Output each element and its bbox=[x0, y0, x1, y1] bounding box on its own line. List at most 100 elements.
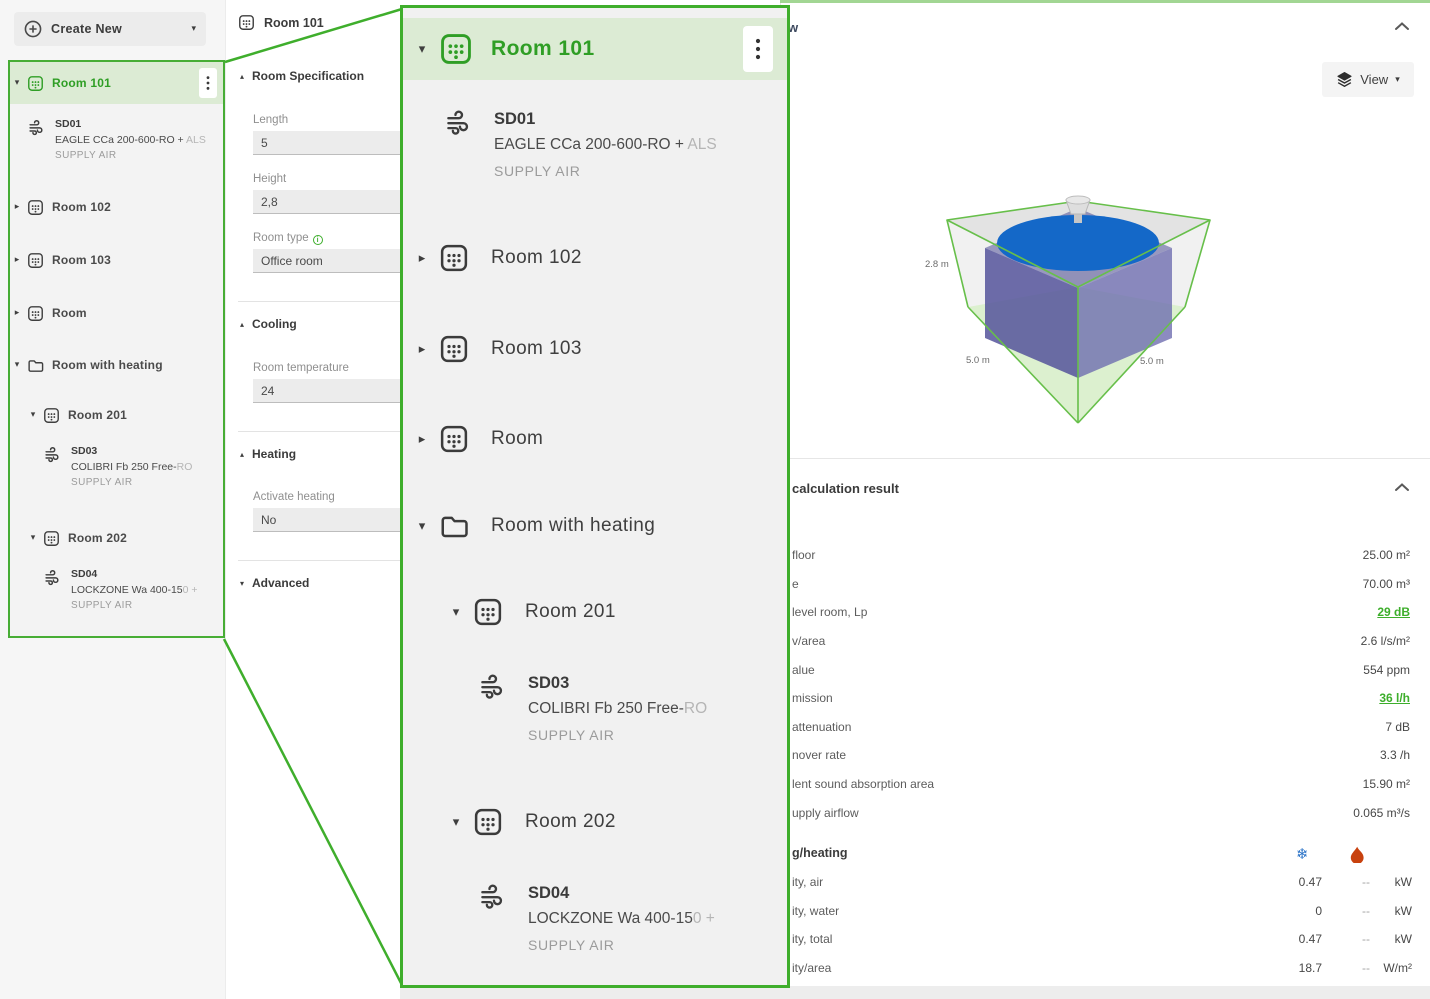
result-row: alue 554 ppm bbox=[792, 663, 1410, 677]
collapse-down-icon: ▾ bbox=[240, 578, 245, 588]
section-room-specification[interactable]: ▴ Room Specification bbox=[240, 69, 365, 83]
tree-item-sd04[interactable]: SD04 LOCKZONE Wa 400-150 + SUPPLY AIR bbox=[10, 567, 239, 614]
expander-down-icon[interactable]: ▾ bbox=[30, 410, 36, 420]
section-separator bbox=[781, 458, 1430, 459]
result-link[interactable]: 29 dB bbox=[1377, 605, 1410, 619]
tree-item-room201[interactable]: ▾ Room 201 bbox=[10, 401, 223, 429]
expander-down-icon[interactable]: ▾ bbox=[14, 360, 20, 370]
dim-height-label: 2.8 m bbox=[925, 259, 949, 270]
diffuser-code: SD04 bbox=[71, 568, 98, 580]
expander-right-icon[interactable]: ▸ bbox=[14, 255, 20, 265]
diffuser-type: SUPPLY AIR bbox=[494, 163, 581, 179]
tree-item-room-with-heating[interactable]: ▾ Room with heating bbox=[10, 351, 223, 379]
activate-heating-input[interactable] bbox=[253, 508, 411, 532]
result-row: upply airflow 0.065 m³/s bbox=[792, 806, 1410, 820]
expander-down-icon[interactable]: ▾ bbox=[452, 814, 460, 830]
cooling-heating-header-fragment: g/heating bbox=[792, 846, 848, 860]
capacity-row: ity/area 18.7 -- W/m² bbox=[792, 961, 1412, 975]
tree-item-room102[interactable]: ▸ Room 102 bbox=[10, 193, 223, 221]
expander-right-icon[interactable]: ▸ bbox=[14, 202, 20, 212]
diffuser-model: LOCKZONE Wa 400-150 + bbox=[71, 583, 198, 596]
section-cooling[interactable]: ▴ Cooling bbox=[240, 317, 297, 331]
tree-item-sd01[interactable]: SD01 EAGLE CCa 200-600-RO + ALS SUPPLY A… bbox=[10, 117, 223, 164]
dim-left-label: 5.0 m bbox=[966, 355, 990, 366]
section-advanced[interactable]: ▾ Advanced bbox=[240, 576, 310, 590]
capacity-row: ity, total 0.47 -- kW bbox=[792, 932, 1412, 946]
tree-item-label: Room 201 bbox=[525, 601, 616, 622]
diffuser-type: SUPPLY AIR bbox=[528, 727, 615, 743]
tree-item-room202[interactable]: ▾ Room 202 bbox=[10, 524, 223, 552]
room-3d-view[interactable]: 2.8 m 5.0 m 5.0 m bbox=[880, 170, 1340, 460]
tree-item-room[interactable]: ▸ Room bbox=[10, 299, 223, 327]
tree-item-sd03-large[interactable]: SD03 COLIBRI Fb 250 Free-RO SUPPLY AIR bbox=[479, 670, 707, 748]
collapse-up-icon: ▴ bbox=[240, 319, 245, 329]
expander-right-icon[interactable]: ▸ bbox=[14, 308, 20, 318]
expander-right-icon[interactable]: ▸ bbox=[418, 250, 426, 266]
diffuser-model: COLIBRI Fb 250 Free-RO bbox=[71, 460, 193, 473]
capacity-row: ity, air 0.47 -- kW bbox=[792, 875, 1412, 889]
flame-icon bbox=[1350, 846, 1364, 863]
result-row: level room, Lp 29 dB bbox=[792, 605, 1410, 619]
tree-item-room101[interactable]: ▾ Room 101 bbox=[10, 62, 223, 104]
room-temperature-input[interactable] bbox=[253, 379, 411, 403]
tree-item-label: Room 201 bbox=[68, 408, 127, 422]
expander-down-icon[interactable]: ▾ bbox=[418, 518, 426, 534]
tree-item-label: Room 102 bbox=[52, 200, 111, 214]
project-tree-sidebar: Create New ▾ ▾ Room 101 SD01 EAGLE CCa 2… bbox=[0, 0, 225, 999]
room-icon bbox=[44, 407, 59, 423]
tree-item-room101-large[interactable]: ▾ Room 101 bbox=[403, 18, 787, 80]
tree-item-room102-large[interactable]: ▸ Room 102 bbox=[403, 241, 787, 275]
properties-title: Room 101 bbox=[264, 15, 324, 30]
tree-item-label: Room bbox=[491, 428, 544, 449]
view-dropdown-button[interactable]: View ▾ bbox=[1322, 62, 1414, 97]
tree-item-sd03[interactable]: SD03 COLIBRI Fb 250 Free-RO SUPPLY AIR bbox=[10, 444, 239, 491]
tree-item-room103-large[interactable]: ▸ Room 103 bbox=[403, 332, 787, 366]
section-heating[interactable]: ▴ Heating bbox=[240, 447, 297, 461]
tree-item-sd01-large[interactable]: SD01 EAGLE CCa 200-600-RO + ALS SUPPLY A… bbox=[445, 106, 717, 184]
collapse-chevron-icon[interactable] bbox=[1394, 481, 1410, 493]
room-icon bbox=[474, 808, 502, 836]
room-icon bbox=[441, 34, 471, 64]
length-input[interactable] bbox=[253, 131, 411, 155]
room-icon bbox=[440, 335, 468, 363]
kebab-menu-button[interactable] bbox=[199, 68, 217, 98]
tree-item-room103[interactable]: ▸ Room 103 bbox=[10, 246, 223, 274]
collapse-chevron-icon[interactable] bbox=[1394, 20, 1410, 32]
tree-item-label: Room 202 bbox=[68, 531, 127, 545]
room-icon bbox=[28, 305, 43, 321]
expander-down-icon[interactable]: ▾ bbox=[14, 78, 20, 88]
diffuser-code: SD01 bbox=[55, 118, 82, 130]
tree-item-sd04-large[interactable]: SD04 LOCKZONE Wa 400-150 + SUPPLY AIR bbox=[479, 880, 715, 958]
tree-item-room202-large[interactable]: ▾ Room 202 bbox=[403, 805, 787, 839]
diffuser-model: COLIBRI Fb 250 Free-RO bbox=[528, 700, 708, 717]
tree-item-room201-large[interactable]: ▾ Room 201 bbox=[403, 595, 787, 629]
create-new-button[interactable]: Create New ▾ bbox=[14, 12, 206, 46]
tree-item-room-with-heating-large[interactable]: ▾ Room with heating bbox=[403, 509, 787, 543]
air-diffuser-icon bbox=[29, 119, 43, 136]
magnified-tree-panel: ▾ Room 101 SD01 EAGLE CCa 200-600-RO + A… bbox=[400, 5, 790, 988]
expander-right-icon[interactable]: ▸ bbox=[418, 341, 426, 357]
info-icon[interactable]: i bbox=[312, 235, 323, 245]
length-label: Length bbox=[253, 114, 289, 126]
properties-panel: Room 101 ▴ Room Specification Length Hei… bbox=[225, 0, 416, 999]
expander-down-icon[interactable]: ▾ bbox=[418, 41, 426, 57]
create-new-label: Create New bbox=[51, 22, 123, 36]
result-link[interactable]: 36 l/h bbox=[1379, 691, 1410, 705]
expander-down-icon[interactable]: ▾ bbox=[30, 533, 36, 543]
tree-item-room-large[interactable]: ▸ Room bbox=[403, 422, 787, 456]
air-diffuser-icon bbox=[45, 446, 59, 463]
folder-icon bbox=[441, 516, 468, 538]
result-row: lent sound absorption area 15.90 m² bbox=[792, 777, 1410, 791]
height-input[interactable] bbox=[253, 190, 411, 214]
kebab-menu-button[interactable] bbox=[743, 26, 773, 72]
room-type-input[interactable] bbox=[253, 249, 411, 273]
folder-icon bbox=[28, 359, 44, 372]
tree-item-label: Room bbox=[52, 306, 87, 320]
air-diffuser-icon bbox=[45, 569, 59, 586]
results-header-fragment: calculation result bbox=[792, 481, 899, 496]
expander-down-icon[interactable]: ▾ bbox=[452, 604, 460, 620]
collapse-up-icon: ▴ bbox=[240, 449, 245, 459]
diffuser-code: SD01 bbox=[494, 110, 536, 128]
expander-right-icon[interactable]: ▸ bbox=[418, 431, 426, 447]
diffuser-model: LOCKZONE Wa 400-150 + bbox=[528, 910, 715, 927]
